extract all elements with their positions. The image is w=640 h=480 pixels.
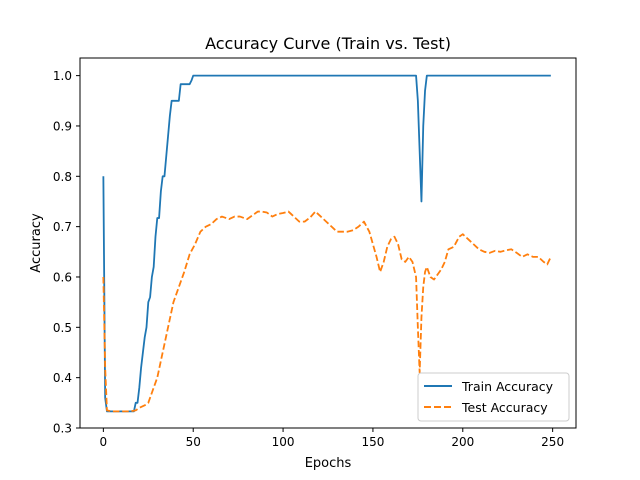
legend-label-train: Train Accuracy xyxy=(461,379,554,394)
legend-label-test: Test Accuracy xyxy=(461,400,548,415)
y-tick-label: 1.0 xyxy=(53,69,72,83)
y-tick-label: 0.4 xyxy=(53,371,72,385)
series-line-train xyxy=(102,74,551,413)
x-tick-label: 50 xyxy=(186,435,201,449)
y-tick-label: 0.6 xyxy=(53,270,72,284)
chart-title: Accuracy Curve (Train vs. Test) xyxy=(205,34,451,53)
series-layer xyxy=(102,74,552,413)
legend: Train Accuracy Test Accuracy xyxy=(417,372,570,422)
y-axis-ticks: 0.3 0.4 0.5 0.6 0.7 0.8 0.9 1.0 xyxy=(53,69,80,436)
x-tick-label: 100 xyxy=(272,435,295,449)
y-tick-label: 0.5 xyxy=(53,321,72,335)
plot-frame xyxy=(79,57,577,429)
x-axis-label: Epochs xyxy=(305,456,352,471)
x-tick-label: 0 xyxy=(100,435,108,449)
y-tick-label: 0.3 xyxy=(53,422,72,436)
legend-box xyxy=(417,372,570,422)
y-tick-label: 0.8 xyxy=(53,170,72,184)
x-tick-label: 200 xyxy=(451,435,474,449)
x-tick-label: 150 xyxy=(361,435,384,449)
series-line-test xyxy=(102,210,552,413)
y-tick-label: 0.9 xyxy=(53,119,72,133)
y-axis-label: Accuracy xyxy=(29,213,44,273)
x-tick-label: 250 xyxy=(541,435,564,449)
x-axis-ticks: 0 50 100 150 200 250 xyxy=(100,428,564,449)
y-tick-label: 0.7 xyxy=(53,220,72,234)
